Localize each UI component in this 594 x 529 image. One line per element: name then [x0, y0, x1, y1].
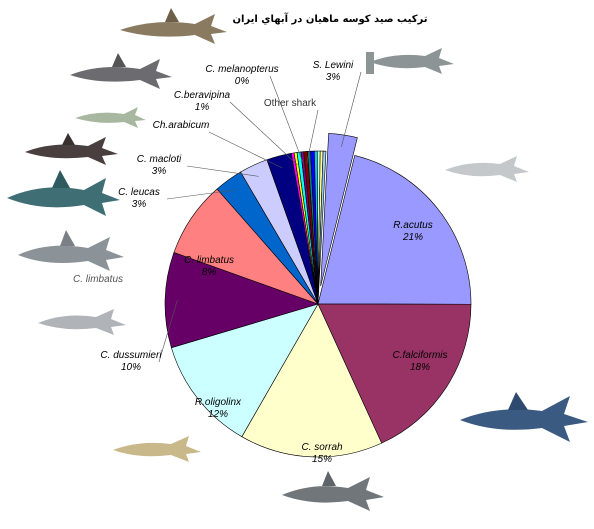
shark-icon-7 — [38, 309, 126, 335]
slice-label-c-melanopterus: C. melanopterus — [205, 64, 278, 75]
slice-percent-c-macloti: 3% — [152, 166, 167, 177]
slice-percent-c-leucas: 3% — [132, 199, 147, 210]
slice-percent-c-falciformis: 18% — [410, 362, 430, 373]
slice-label-c-sorrah: C. sorrah — [301, 442, 343, 453]
slice-label-c-leucas: C. leucas — [118, 187, 160, 198]
slice-label-r-oligolinx: R.oligolinx — [195, 397, 242, 408]
shark-icon-8 — [113, 436, 201, 462]
leader-line-c-macloti — [186, 165, 259, 177]
pie-slice-r-acutus — [317, 155, 472, 305]
leader-line-s-lewini — [341, 71, 362, 148]
slice-label-ch-arabicum: Ch.arabicum — [153, 120, 210, 131]
slice-label-c-falciformis: C.falciformis — [392, 350, 447, 361]
slice-percent-c-sorrah: 15% — [312, 454, 332, 465]
photo-caption: C. limbatus — [73, 274, 123, 285]
shark-icon-12 — [282, 471, 384, 511]
slice-label-other-shark: Other shark — [264, 98, 317, 109]
slice-label-c-macloti: C. macloti — [137, 154, 182, 165]
pie-slice-minor-20 — [317, 150, 327, 305]
slice-percent-c-beravipina: 1% — [195, 102, 210, 113]
slice-label-c-limbatus: C. limbatus — [184, 255, 234, 266]
shark-icon-10 — [445, 156, 529, 182]
shark-icon-4 — [25, 133, 118, 165]
leader-line-c-dussumieri — [158, 300, 178, 363]
leader-lines — [158, 71, 362, 363]
shark-icon-6 — [18, 230, 124, 271]
shark-icon-2 — [70, 53, 172, 89]
slice-percent-c-melanopterus: 0% — [235, 76, 250, 87]
shark-illustrations — [7, 8, 588, 511]
slice-labels: S. Lewini3%R.acutus21%C.falciformis18%C.… — [100, 60, 447, 465]
chart-title: تركيب صيد كوسه ماهيان در آبهاي ايران — [232, 12, 427, 25]
shark-icon-5 — [7, 170, 120, 216]
pie-slice-c-dussumieri — [164, 252, 319, 349]
shark-icon-3 — [75, 107, 146, 128]
slice-percent-r-acutus: 21% — [402, 232, 423, 243]
pie-slice-r-oligolinx — [171, 303, 319, 438]
slice-label-r-acutus: R.acutus — [393, 220, 432, 231]
slice-percent-c-dussumieri: 10% — [121, 362, 141, 373]
pie-slice-c-sorrah — [241, 303, 383, 458]
leader-line-ch-arabicum — [208, 131, 283, 169]
leader-line-c-beravipina — [229, 101, 298, 165]
slice-label-c-beravipina: C.beravipina — [174, 90, 231, 101]
pie-slice-s-lewini — [320, 133, 358, 287]
leader-line-c-leucas — [166, 189, 236, 200]
shark-icon-9 — [366, 48, 454, 74]
pie-slices — [164, 133, 472, 458]
slice-label-c-dussumieri: C. dussumieri — [100, 350, 162, 361]
shark-icon-1 — [120, 8, 227, 44]
slice-percent-s-lewini: 3% — [326, 72, 341, 83]
slice-percent-r-oligolinx: 12% — [208, 409, 228, 420]
leader-line-c-melanopterus — [269, 75, 304, 165]
shark-icon-11 — [460, 392, 588, 442]
leader-line-other-shark — [306, 109, 319, 164]
pie-slice-c-falciformis — [317, 303, 472, 444]
slice-percent-c-limbatus: 8% — [202, 267, 217, 278]
slice-label-s-lewini: S. Lewini — [313, 60, 354, 71]
